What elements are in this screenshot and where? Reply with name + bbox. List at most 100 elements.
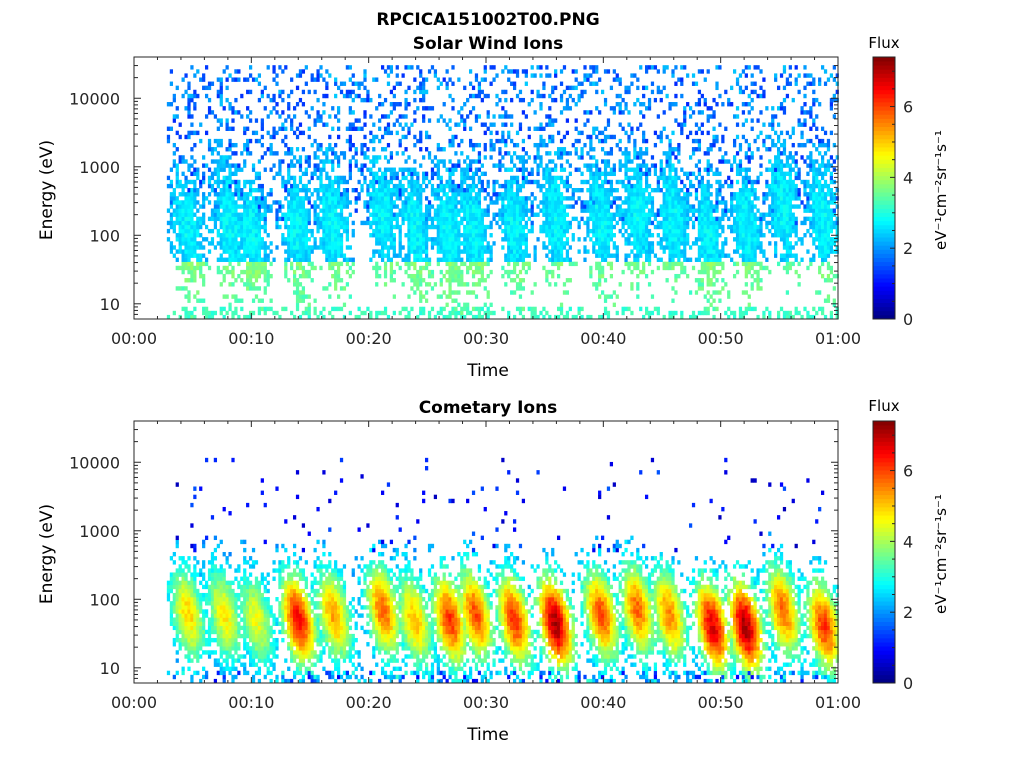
heatmap-cell <box>504 192 508 197</box>
heatmap-cell <box>225 233 229 238</box>
heatmap-cell <box>331 106 335 111</box>
heatmap-cell <box>348 126 352 131</box>
heatmap-cell <box>260 245 264 250</box>
heatmap-cell <box>207 106 212 111</box>
heatmap-cell <box>424 130 429 136</box>
heatmap-cell <box>240 196 244 201</box>
heatmap-cell <box>304 249 308 254</box>
heatmap-cell <box>474 241 479 246</box>
heatmap-cell <box>219 188 223 193</box>
heatmap-cell <box>237 163 241 168</box>
heatmap-cell <box>366 220 370 226</box>
heatmap-cell <box>615 212 619 217</box>
heatmap-cell <box>624 171 628 177</box>
heatmap-cell <box>451 192 455 197</box>
heatmap-cell <box>468 265 473 271</box>
heatmap-cell <box>533 179 537 185</box>
heatmap-cell <box>706 183 710 189</box>
heatmap-cell <box>422 216 426 222</box>
heatmap-cell <box>322 220 326 226</box>
heatmap-cell <box>187 237 191 242</box>
heatmap-cell <box>216 118 220 123</box>
heatmap-cell <box>410 233 414 238</box>
heatmap-cell <box>196 69 200 74</box>
heatmap-cell <box>703 183 707 189</box>
heatmap-cell <box>512 249 517 254</box>
heatmap-cell <box>222 69 226 74</box>
heatmap-cell <box>460 200 464 205</box>
heatmap-cell <box>290 204 294 209</box>
heatmap-cell <box>219 159 223 164</box>
heatmap-cell <box>636 151 640 156</box>
heatmap-cell <box>606 310 611 316</box>
heatmap-cell <box>451 204 455 209</box>
heatmap-cell <box>468 204 473 209</box>
heatmap-cell <box>709 257 713 262</box>
heatmap-cell <box>225 228 229 234</box>
heatmap-cell <box>700 241 704 246</box>
heatmap-cell <box>234 257 238 262</box>
heatmap-cell <box>292 192 297 197</box>
heatmap-cell <box>551 138 555 144</box>
heatmap-cell <box>518 208 523 213</box>
heatmap-cell <box>199 179 203 185</box>
heatmap-cell <box>448 77 452 82</box>
heatmap-cell <box>471 93 476 99</box>
heatmap-cell <box>363 220 367 226</box>
heatmap-cell <box>424 233 429 238</box>
heatmap-cell <box>199 216 203 222</box>
heatmap-cell <box>219 93 223 99</box>
heatmap-cell <box>583 163 587 168</box>
heatmap-cell <box>609 167 614 172</box>
heatmap-cell <box>193 228 197 234</box>
heatmap-cell <box>571 261 575 267</box>
heatmap-cell <box>380 114 385 119</box>
heatmap-cell <box>363 163 367 168</box>
heatmap-cell <box>539 228 543 234</box>
heatmap-cell <box>190 273 194 279</box>
heatmap-cell <box>642 130 646 136</box>
heatmap-cell <box>592 208 596 213</box>
heatmap-cell <box>231 241 235 246</box>
heatmap-cell <box>313 245 317 250</box>
heatmap-cell <box>656 212 660 217</box>
heatmap-cell <box>718 159 722 164</box>
heatmap-cell <box>316 216 320 222</box>
heatmap-cell <box>427 118 432 123</box>
heatmap-cell <box>331 179 335 185</box>
heatmap-cell <box>586 118 590 123</box>
heatmap-cell <box>683 228 687 234</box>
heatmap-cell <box>671 298 675 303</box>
heatmap-cell <box>688 314 693 320</box>
heatmap-cell <box>378 138 382 144</box>
heatmap-cell <box>600 253 605 258</box>
heatmap-cell <box>248 269 253 275</box>
heatmap-cell <box>556 147 561 152</box>
heatmap-cell <box>278 208 282 213</box>
heatmap-cell <box>184 314 188 320</box>
heatmap-cell <box>199 138 203 144</box>
heatmap-cell <box>216 212 220 217</box>
heatmap-cell <box>715 269 719 275</box>
heatmap-cell <box>489 147 493 152</box>
heatmap-cell <box>336 273 341 279</box>
heatmap-cell <box>430 241 435 246</box>
heatmap-cell <box>644 171 649 177</box>
heatmap-cell <box>202 306 206 312</box>
heatmap-cell <box>213 220 218 226</box>
heatmap-cell <box>301 286 306 291</box>
heatmap-cell <box>316 77 320 82</box>
heatmap-cell <box>193 265 197 271</box>
heatmap-cell <box>445 212 449 217</box>
heatmap-cell <box>257 298 262 303</box>
heatmap-cell <box>565 257 570 262</box>
heatmap-cell <box>586 151 590 156</box>
heatmap-cell <box>691 183 696 189</box>
heatmap-cell <box>190 192 194 197</box>
heatmap-cell <box>630 241 634 246</box>
heatmap-cell <box>668 212 672 217</box>
heatmap-cell <box>322 196 326 201</box>
heatmap-cell <box>674 167 678 172</box>
heatmap-cell <box>243 228 247 234</box>
heatmap-cell <box>386 188 391 193</box>
